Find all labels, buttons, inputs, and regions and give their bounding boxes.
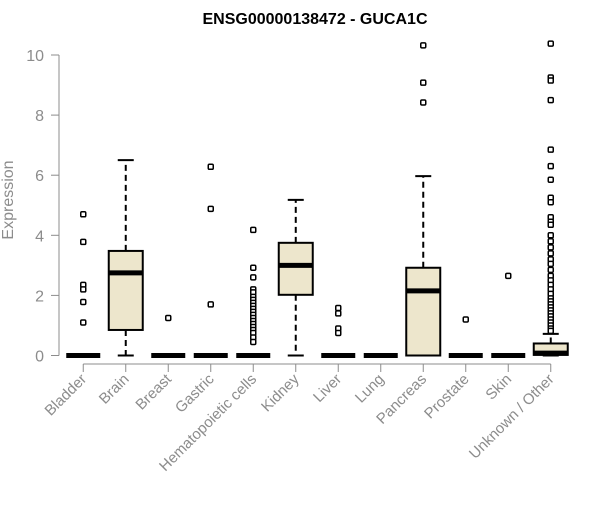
outlier-point [80, 238, 87, 246]
box-group [277, 198, 314, 357]
outlier-point [547, 238, 554, 245]
y-tick-label: 4 [35, 228, 44, 245]
outlier-point [547, 266, 554, 274]
box-group [193, 163, 228, 358]
x-tick-label: Bladder [41, 371, 90, 420]
outlier-point [547, 221, 554, 229]
box-group [405, 42, 442, 357]
outlier-point [547, 327, 554, 335]
outlier-point [207, 301, 214, 308]
outlier-point [207, 163, 214, 171]
outlier-point [420, 42, 427, 49]
outlier-point [250, 264, 257, 272]
x-tick-label: Skin [482, 371, 515, 404]
outlier-point [335, 304, 342, 312]
x-tick-label: Breast [132, 370, 175, 413]
outlier-point [165, 314, 172, 322]
outlier-point [80, 211, 87, 218]
box-group [448, 316, 483, 358]
outlier-point [547, 232, 554, 239]
box-group [491, 272, 526, 358]
y-tick-label: 2 [35, 288, 44, 305]
outlier-point [80, 319, 87, 326]
x-tick-label: Lung [352, 371, 388, 407]
box-iqr [405, 266, 442, 357]
outlier-point [80, 286, 87, 293]
y-tick-label: 0 [35, 349, 44, 366]
outlier-point [547, 77, 554, 84]
x-tick-label: Brain [96, 371, 133, 408]
outlier-point [250, 274, 257, 281]
outlier-point [505, 272, 512, 280]
box-iqr [107, 249, 144, 331]
outlier-point [207, 205, 214, 213]
outlier-point [420, 99, 427, 106]
outlier-point [547, 244, 554, 251]
y-tick-label: 8 [35, 108, 44, 125]
outlier-point [462, 316, 469, 323]
y-tick-label: 6 [35, 168, 44, 185]
box-iqr [277, 241, 314, 296]
plot-area [66, 40, 569, 358]
x-tick-label: Kidney [258, 370, 303, 415]
outlier-point [420, 79, 427, 86]
box-group [151, 314, 186, 358]
outlier-point [547, 146, 554, 153]
outlier-point [547, 96, 554, 104]
outlier-point [547, 176, 554, 183]
box-group [321, 304, 356, 358]
chart-title: ENSG00000138472 - GUCA1C [202, 11, 427, 28]
y-axis-label: Expression [0, 160, 17, 239]
outlier-point [80, 298, 87, 306]
outlier-point [547, 250, 554, 257]
outlier-point [250, 338, 257, 346]
outlier-point [335, 329, 342, 337]
outlier-point [335, 310, 342, 317]
box-group [532, 40, 569, 357]
box-group [236, 226, 271, 358]
box-group [107, 159, 144, 357]
y-axis: 0 2 4 6 8 10 [26, 48, 60, 366]
outlier-point [547, 40, 554, 47]
y-tick-label: 10 [26, 48, 44, 65]
outlier-point [250, 226, 257, 234]
x-tick-label: Prostate [421, 371, 473, 423]
outlier-point [547, 260, 554, 268]
box-group [66, 211, 101, 358]
outlier-point [547, 162, 554, 170]
outlier-point [547, 198, 554, 206]
x-tick-label: Liver [310, 371, 345, 406]
